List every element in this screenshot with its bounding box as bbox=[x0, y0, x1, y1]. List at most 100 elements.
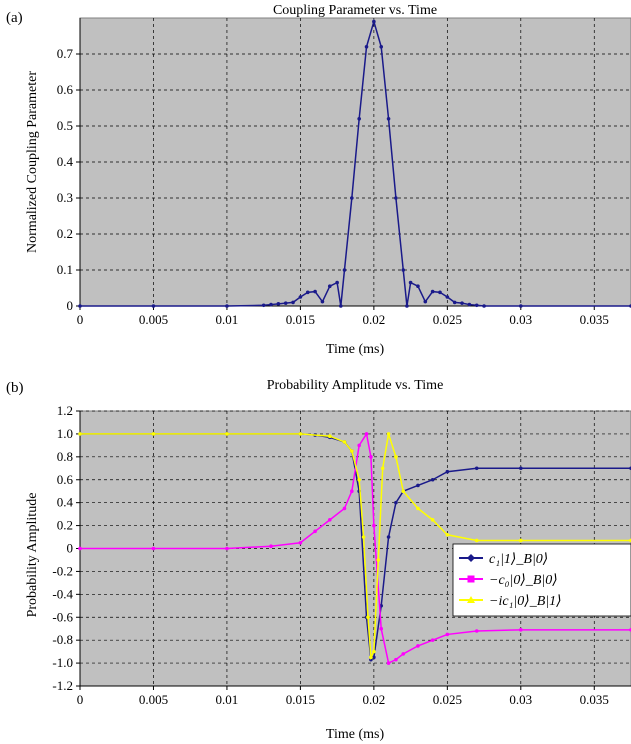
chart-a-series-1-point bbox=[335, 280, 339, 285]
panel-label-b: (b) bbox=[6, 380, 24, 396]
chart-a: Coupling Parameter vs. Time Time (ms) No… bbox=[25, 3, 631, 357]
chart-a-y-tick-label: 0.4 bbox=[57, 154, 74, 169]
chart-a-series-1-point bbox=[151, 304, 156, 308]
chart-b-legend-label: −c₀|0⟩_B|0⟩ bbox=[489, 573, 558, 588]
chart-b-series-3-point bbox=[298, 432, 303, 436]
chart-b-series-2-point bbox=[350, 489, 354, 494]
chart-b-series-2-point bbox=[78, 546, 82, 551]
chart-a-series-1-point bbox=[386, 117, 391, 121]
panel-label-a: (a) bbox=[6, 10, 23, 26]
chart-b-y-tick-label: -0.4 bbox=[52, 586, 73, 601]
chart-b-series-3-point bbox=[416, 506, 420, 511]
chart-a-series-1-point bbox=[327, 284, 332, 289]
chart-b-x-tick-label: 0.025 bbox=[433, 692, 462, 707]
chart-b-series-3-point bbox=[366, 615, 370, 620]
chart-b-series-3-point bbox=[474, 538, 479, 543]
chart-b-series-3-point bbox=[372, 649, 376, 654]
chart-a-series-1-point bbox=[408, 280, 413, 285]
chart-b-legend-label: c₁|1⟩_B|0⟩ bbox=[489, 552, 548, 567]
chart-a-x-tick-label: 0.03 bbox=[509, 312, 532, 327]
chart-a-x-tick-label: 0.005 bbox=[139, 312, 168, 327]
chart-b-x-tick-label: 0.02 bbox=[362, 692, 385, 707]
chart-a-series-1-point bbox=[342, 268, 347, 272]
chart-b-series-1-point bbox=[386, 535, 391, 539]
chart-b-series-2-point bbox=[369, 455, 373, 459]
chart-b-series-2-point bbox=[474, 629, 479, 633]
chart-b-series-3-point bbox=[342, 440, 347, 444]
chart-b-series-3-point bbox=[380, 466, 385, 471]
chart-b-series-3-point bbox=[401, 489, 406, 494]
chart-b-series-3-point bbox=[350, 449, 354, 453]
chart-a-x-tick-label: 0.01 bbox=[216, 312, 239, 327]
chart-a-series-1-point bbox=[405, 304, 409, 308]
chart-b-series-2-point bbox=[416, 644, 420, 648]
chart-b-series-2-point bbox=[151, 546, 156, 551]
chart-b-y-tick-label: -0.2 bbox=[52, 563, 73, 578]
chart-b-y-tick-label: 0.8 bbox=[57, 449, 73, 464]
chart-b-series-3-point bbox=[430, 518, 435, 522]
chart-a-title: Coupling Parameter vs. Time bbox=[273, 3, 437, 18]
chart-b-series-3-point bbox=[225, 432, 229, 436]
chart-a-series-1-point bbox=[379, 45, 384, 49]
chart-a-series-1-point bbox=[225, 304, 229, 308]
chart-a-series-1-point bbox=[467, 302, 472, 307]
chart-b-series-3-point bbox=[519, 538, 523, 543]
chart-a-x-tick-label: 0.025 bbox=[433, 312, 462, 327]
chart-b-y-tick-label: 0.2 bbox=[57, 518, 73, 533]
chart-b-xlabel: Time (ms) bbox=[326, 727, 385, 742]
chart-b-y-tick-label: 1.0 bbox=[57, 426, 73, 441]
chart-b-series-1-point bbox=[372, 655, 376, 660]
chart-a-y-tick-label: 0.5 bbox=[57, 118, 73, 133]
chart-a-series-1-point bbox=[313, 289, 317, 294]
chart-a-x-tick-label: 0 bbox=[77, 312, 84, 327]
chart-b-legend-marker-square bbox=[467, 575, 475, 583]
chart-b-legend-marker-diamond bbox=[467, 554, 475, 562]
chart-a-series-1-point bbox=[416, 284, 420, 289]
chart-b-y-tick-label: 0.4 bbox=[57, 495, 74, 510]
chart-b-series-1-point bbox=[416, 483, 420, 488]
chart-b-x-tick-label: 0.01 bbox=[216, 692, 239, 707]
chart-b-x-tick-label: 0.015 bbox=[286, 692, 315, 707]
chart-a-series-1-point bbox=[320, 299, 325, 304]
chart-b-y-tick-label: 1.2 bbox=[57, 403, 73, 418]
chart-a-series-1-point bbox=[291, 300, 295, 305]
chart-a-series-1-point bbox=[339, 304, 343, 308]
chart-b-series-2-point bbox=[379, 626, 384, 631]
chart-b-x-tick-label: 0 bbox=[77, 692, 84, 707]
chart-b-series-2-point bbox=[401, 652, 406, 656]
chart-a-ylabel: Normalized Coupling Parameter bbox=[25, 71, 40, 253]
chart-b-series-2-point bbox=[372, 523, 376, 528]
chart-b-series-2-point bbox=[386, 661, 391, 665]
chart-a-series-1-point bbox=[452, 300, 457, 305]
chart-a-series-1-point bbox=[401, 268, 406, 272]
chart-a-series-1-point bbox=[78, 304, 82, 308]
chart-b-series-2-point bbox=[327, 518, 332, 522]
chart-a-series-1-point bbox=[430, 289, 435, 294]
chart-b-series-2-point bbox=[364, 432, 369, 436]
chart-b-y-tick-label: -1.2 bbox=[52, 678, 73, 693]
chart-a-series-1-point bbox=[350, 196, 354, 200]
chart-a-series-1-point bbox=[482, 304, 486, 308]
chart-a-series-1-point bbox=[423, 299, 428, 304]
chart-b-series-3-point bbox=[376, 558, 381, 562]
chart-b-x-tick-label: 0.005 bbox=[139, 692, 168, 707]
chart-a-y-tick-label: 0.7 bbox=[57, 46, 74, 61]
chart-b: Probability Amplitude vs. Time Time (ms)… bbox=[25, 378, 631, 742]
chart-a-series-1-point bbox=[445, 295, 450, 299]
chart-a-series-1-point bbox=[372, 19, 376, 24]
chart-b-series-1-point bbox=[519, 466, 523, 471]
chart-b-series-2-point bbox=[394, 657, 398, 662]
chart-a-series-1-point bbox=[460, 301, 464, 305]
chart-b-legend-marker-triangle bbox=[467, 596, 475, 603]
chart-a-series-1-point bbox=[357, 117, 361, 121]
chart-b-ylabel: Probability Amplitude bbox=[25, 493, 40, 618]
chart-b-series-3-point bbox=[357, 477, 361, 482]
chart-b-series-2-point bbox=[298, 540, 303, 545]
chart-b-series-1-point bbox=[445, 469, 450, 474]
chart-a-series-1-point bbox=[394, 196, 398, 200]
chart-b-series-1-point bbox=[430, 477, 435, 482]
chart-b-series-3-point bbox=[327, 434, 332, 439]
chart-a-y-tick-label: 0.1 bbox=[57, 262, 73, 277]
chart-b-y-tick-label: -0.8 bbox=[52, 632, 73, 647]
